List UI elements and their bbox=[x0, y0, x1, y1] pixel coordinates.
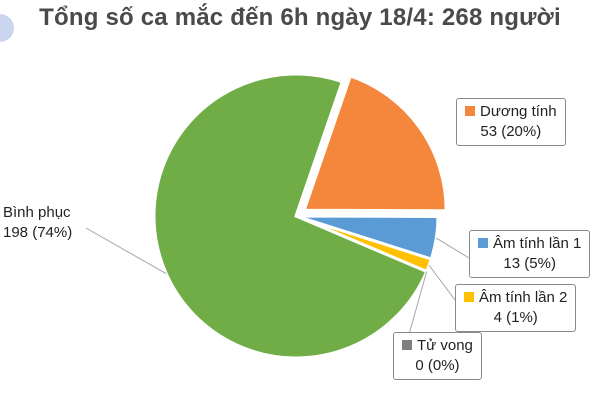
slice-value: 0 (0%) bbox=[415, 357, 460, 374]
slice-value: 4 (1%) bbox=[493, 309, 538, 326]
pie-slice-4 bbox=[152, 72, 429, 360]
slice-value: 53 (20%) bbox=[480, 123, 542, 140]
slice-value: 13 (5%) bbox=[503, 255, 556, 272]
slice-label-tu-vong: Tử vong 0 (0%) bbox=[393, 332, 482, 380]
slice-label-am-tinh-lan-2: Âm tính lần 2 4 (1%) bbox=[455, 284, 577, 332]
legend-swatch-am-tinh-lan-2 bbox=[464, 292, 474, 302]
slice-name: Âm tính lần 2 bbox=[479, 289, 568, 306]
slice-name: Dương tính bbox=[480, 103, 557, 120]
leader-line-3 bbox=[407, 271, 428, 339]
leader-line-4 bbox=[85, 227, 167, 275]
slice-label-binh-phuc: Bình phục 198 (74%) bbox=[3, 203, 72, 243]
corner-decoration bbox=[0, 14, 14, 42]
leader-line-2 bbox=[428, 265, 456, 301]
slice-label-duong-tinh: Dương tính 53 (20%) bbox=[456, 98, 566, 146]
slice-name: Bình phục bbox=[3, 204, 71, 221]
chart-title: Tổng số ca mắc đến 6h ngày 18/4: 268 ngư… bbox=[39, 4, 561, 31]
slice-label-am-tinh-lan-1: Âm tính lần 1 13 (5%) bbox=[469, 230, 591, 278]
slice-name: Tử vong bbox=[417, 337, 473, 354]
legend-swatch-duong-tinh bbox=[465, 106, 475, 116]
slice-name: Âm tính lần 1 bbox=[493, 235, 582, 252]
slice-value: 198 (74%) bbox=[3, 224, 73, 241]
pie-slice-0 bbox=[302, 74, 448, 213]
leader-line-1 bbox=[436, 237, 470, 259]
legend-swatch-tu-vong bbox=[402, 340, 412, 350]
legend-swatch-am-tinh-lan-1 bbox=[478, 238, 488, 248]
